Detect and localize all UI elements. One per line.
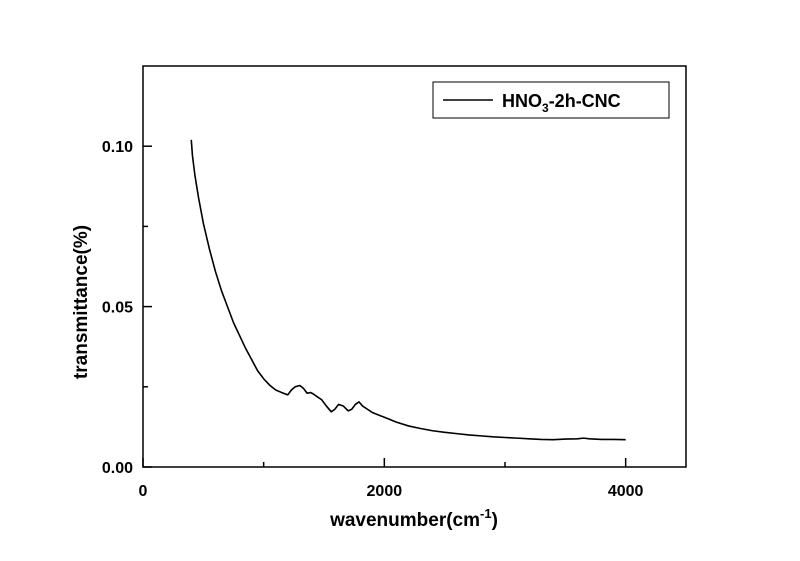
plot-frame bbox=[142, 65, 687, 468]
y-tick-label: 0.10 bbox=[102, 139, 133, 156]
axis-ticks bbox=[142, 145, 627, 468]
y-axis-label: transmittance(%) bbox=[71, 225, 92, 379]
axis-tick-labels: 0 2000 4000 0.00 0.05 0.10 bbox=[102, 139, 644, 500]
series-line-hno3-2h-cnc bbox=[190, 139, 626, 441]
legend: HNO3-2h-CNC bbox=[432, 81, 670, 119]
y-tick-label: 0.00 bbox=[102, 460, 133, 477]
x-tick-label: 2000 bbox=[367, 483, 403, 500]
y-tick-label: 0.05 bbox=[102, 300, 133, 317]
x-tick-label: 4000 bbox=[608, 483, 644, 500]
x-axis-label: wavenumber(cm-1) bbox=[329, 506, 498, 531]
x-tick-label: 0 bbox=[139, 483, 148, 500]
legend-label: HNO3-2h-CNC bbox=[502, 91, 621, 115]
